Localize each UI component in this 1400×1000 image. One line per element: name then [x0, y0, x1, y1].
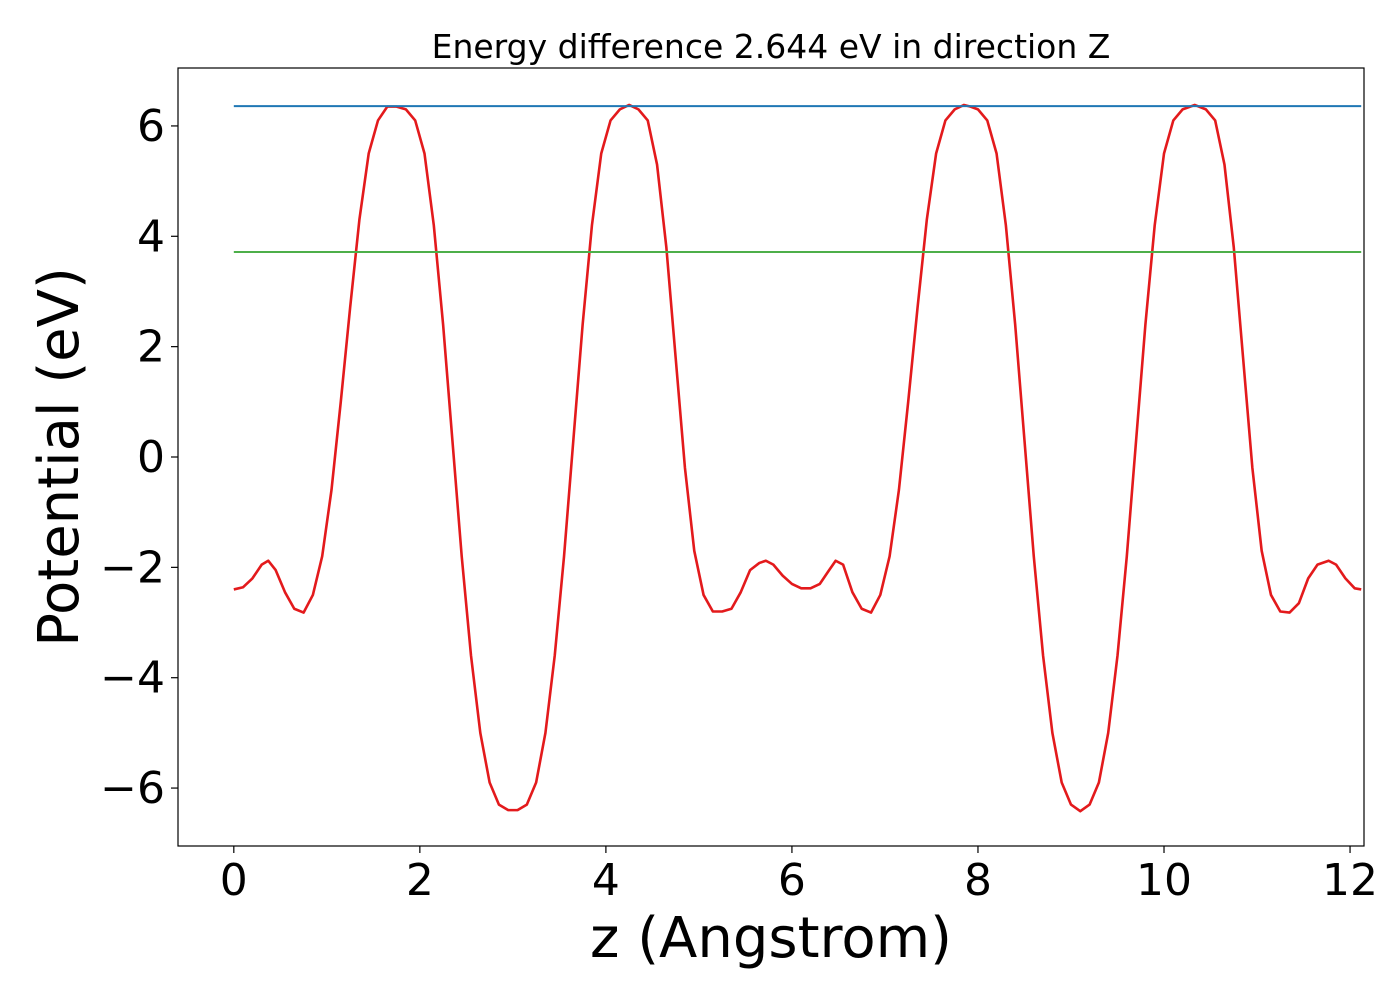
- x-tick-label: 6: [778, 855, 806, 906]
- y-tick-label: 0: [137, 432, 165, 483]
- x-tick-label: 12: [1322, 855, 1378, 906]
- x-tick-label: 10: [1136, 855, 1192, 906]
- x-tick-label: 0: [220, 855, 248, 906]
- y-axis-ticks: −6 −4 −2 0 2 4 6: [100, 101, 178, 814]
- x-tick-label: 8: [964, 855, 992, 906]
- y-tick-label: 2: [137, 322, 165, 373]
- x-tick-label: 4: [592, 855, 620, 906]
- series-layer: [233, 103, 1362, 813]
- x-axis-label: z (Angstrom): [590, 906, 952, 971]
- y-tick-label: 6: [137, 101, 165, 152]
- y-tick-label: −4: [100, 653, 165, 704]
- series-line-0: [233, 103, 1362, 813]
- y-tick-label: −6: [100, 763, 165, 814]
- chart-title: Energy difference 2.644 eV in direction …: [432, 27, 1111, 66]
- y-axis-label: Potential (eV): [27, 267, 92, 647]
- y-tick-label: 4: [137, 211, 165, 262]
- y-tick-label: −2: [100, 542, 165, 593]
- x-axis-ticks: 0 2 4 6 8 10 12: [220, 846, 1378, 906]
- x-tick-label: 2: [406, 855, 434, 906]
